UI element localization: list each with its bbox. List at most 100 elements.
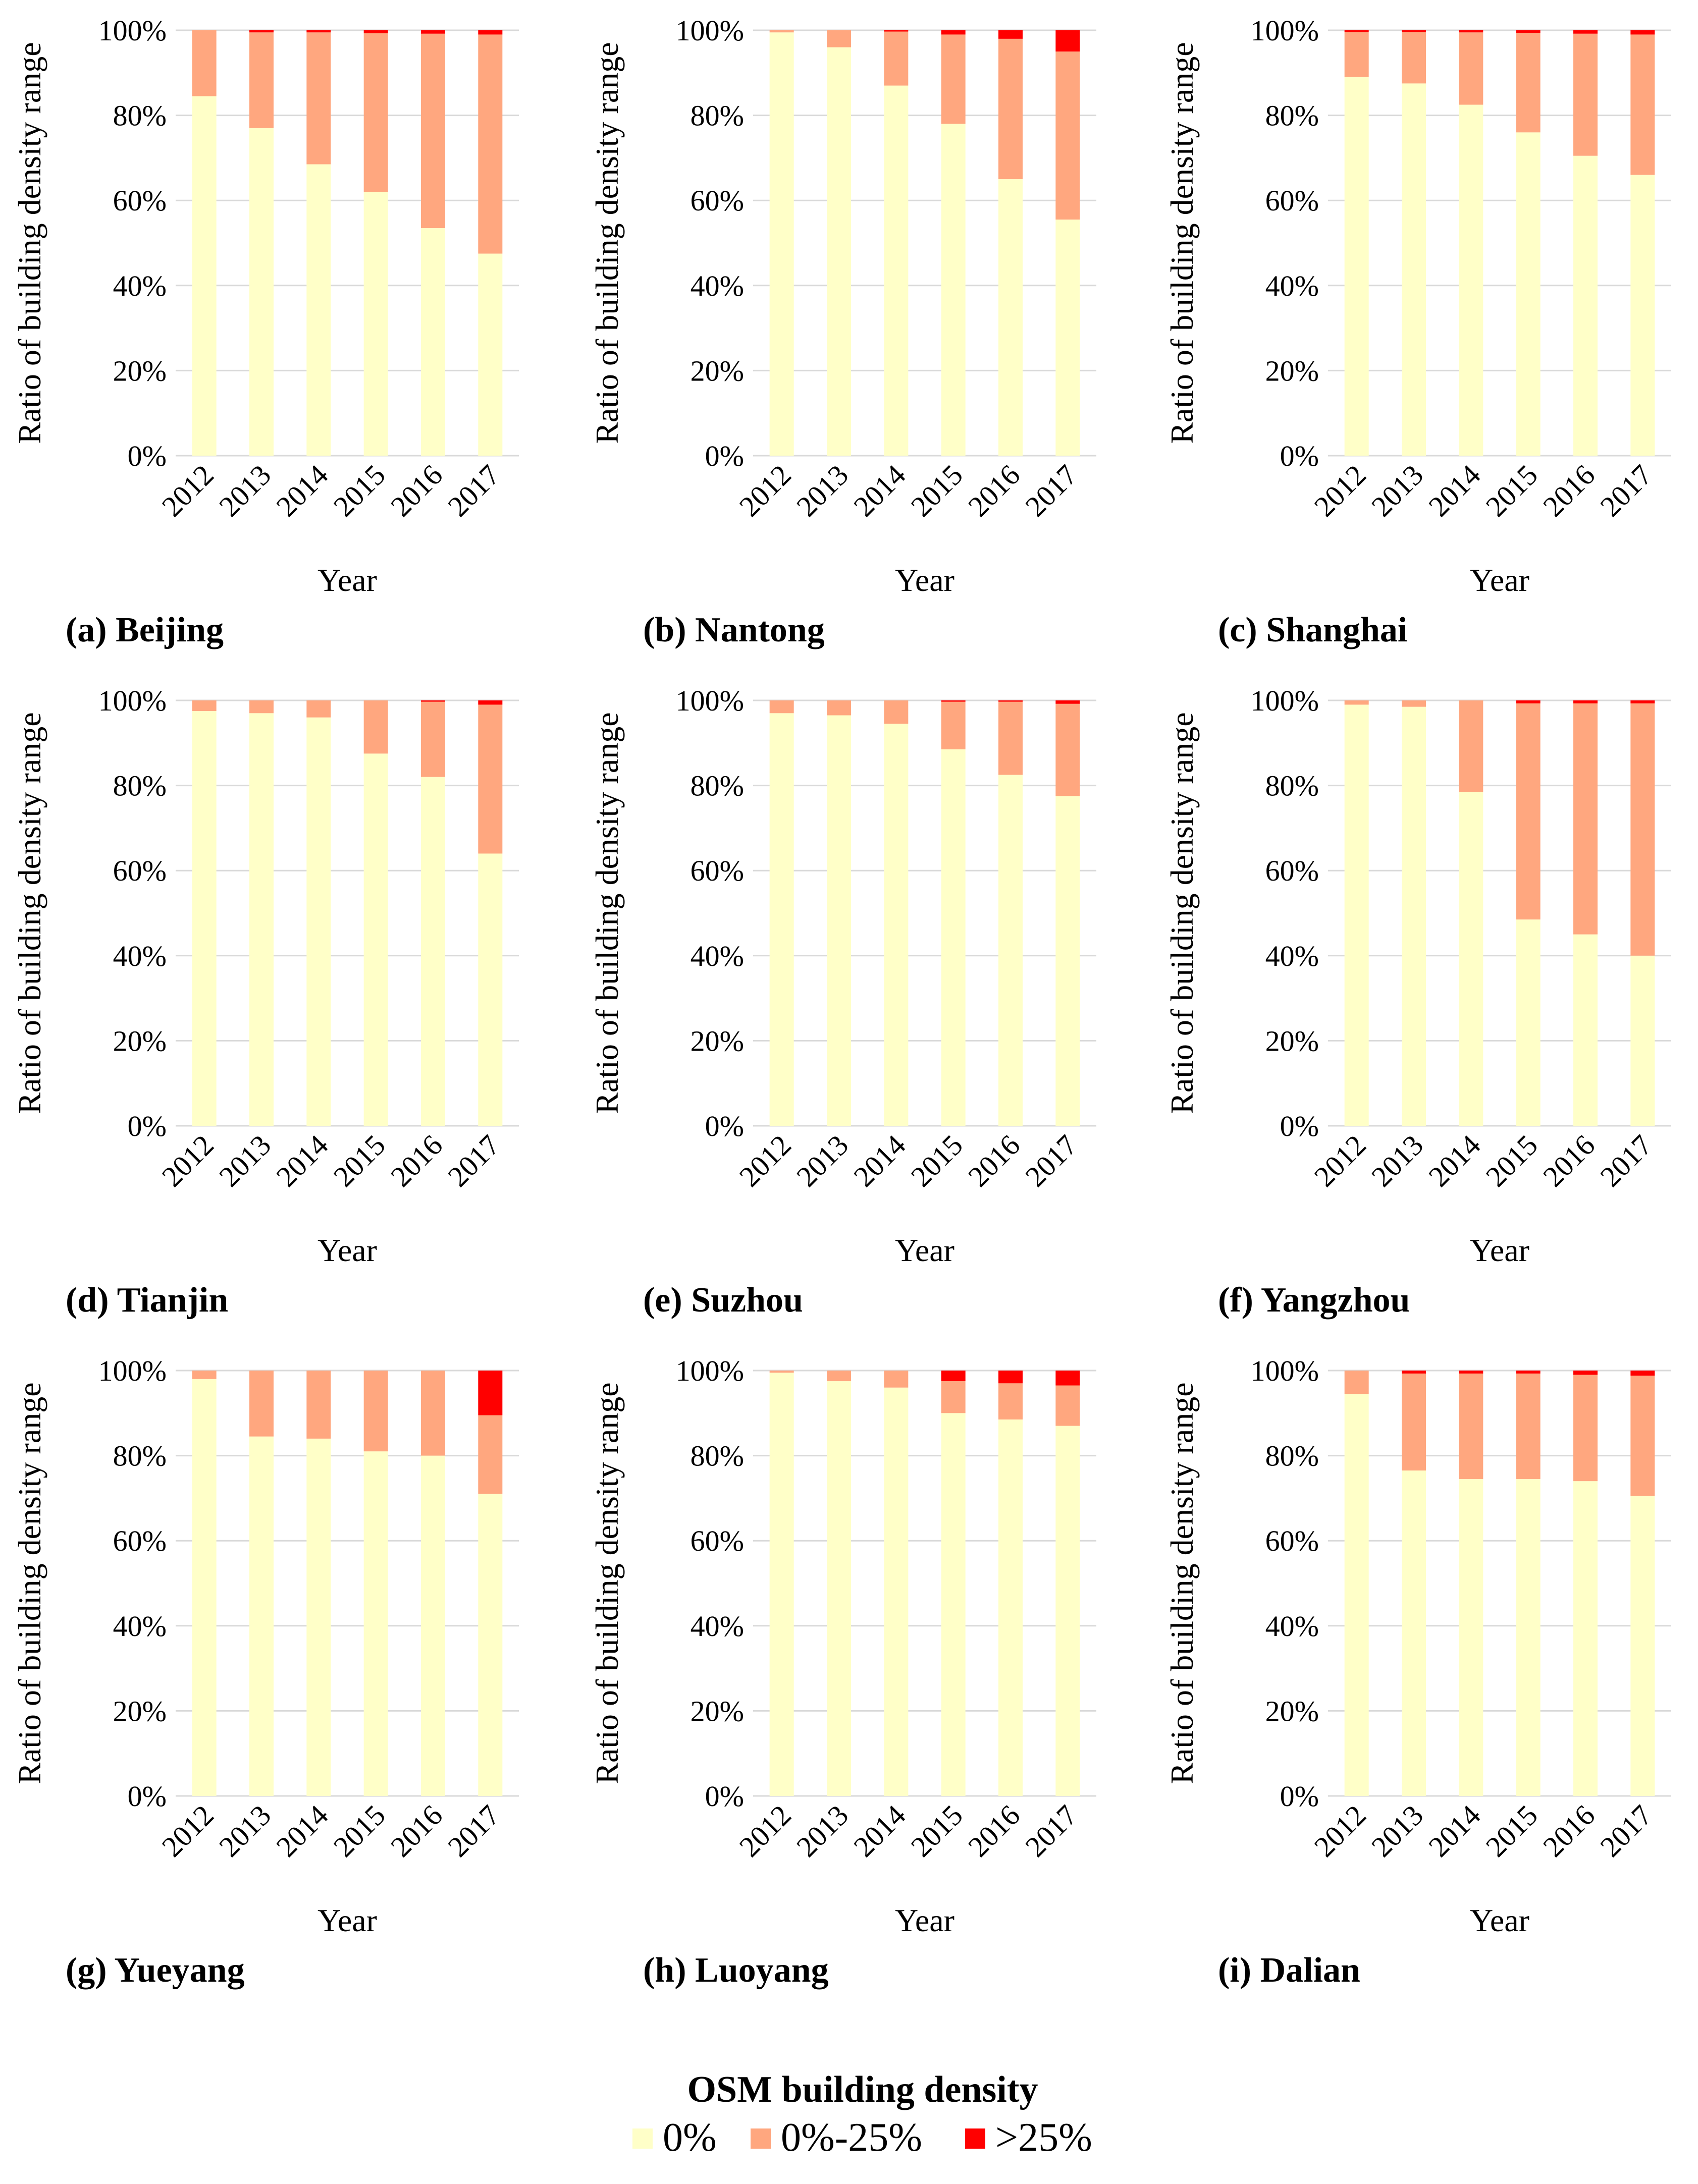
x-tick-label: 2015: [905, 1798, 969, 1863]
x-tick-label: 2016: [384, 458, 449, 523]
y-axis-title: Ratio of building density range: [12, 712, 47, 1114]
bar-segment-zero: [478, 1494, 503, 1796]
y-tick-label: 40%: [1265, 1610, 1319, 1643]
bar-segment-high: [1630, 1371, 1655, 1376]
bar-segment-zero: [1402, 83, 1426, 456]
y-tick-label: 40%: [113, 269, 167, 302]
legend-swatch-low: [751, 2128, 771, 2149]
bar-segment-zero: [769, 1373, 794, 1796]
bar-segment-zero: [827, 1381, 851, 1796]
chart-panel: 0%20%40%60%80%100%2012201320142015201620…: [589, 1354, 1096, 1990]
bar-segment-zero: [1573, 1481, 1598, 1796]
y-tick-label: 60%: [1265, 1524, 1319, 1557]
bar-segment-high: [1344, 30, 1369, 32]
y-tick-label: 80%: [691, 770, 744, 802]
panel-caption: (c) Shanghai: [1218, 611, 1407, 649]
panel-caption: (a) Beijing: [66, 611, 224, 649]
bar-segment-low: [827, 30, 851, 47]
bar-segment-zero: [1055, 796, 1080, 1126]
y-tick-label: 20%: [1265, 354, 1319, 387]
bar-segment-zero: [1630, 955, 1655, 1126]
panel-caption: (b) Nantong: [643, 611, 825, 649]
y-tick-label: 60%: [691, 184, 744, 217]
y-tick-label: 20%: [113, 1024, 167, 1057]
y-tick-label: 40%: [113, 940, 167, 972]
bar-segment-zero: [941, 749, 966, 1126]
bar-segment-low: [1516, 1373, 1541, 1479]
bar-segment-high: [998, 30, 1023, 39]
bar-segment-high: [478, 1371, 503, 1415]
bar-segment-low: [478, 1415, 503, 1494]
x-axis-title: Year: [895, 1232, 954, 1268]
y-tick-label: 100%: [1251, 14, 1319, 47]
bar-segment-zero: [363, 1451, 388, 1796]
x-tick-label: 2014: [847, 458, 912, 523]
y-tick-label: 100%: [1251, 684, 1319, 717]
y-axis-title: Ratio of building density range: [1164, 712, 1200, 1114]
bar-segment-high: [998, 700, 1023, 702]
bar-segment-low: [1459, 1373, 1483, 1479]
y-tick-label: 100%: [98, 14, 167, 47]
y-tick-label: 100%: [98, 1354, 167, 1387]
bar-segment-low: [306, 1371, 331, 1439]
y-tick-label: 100%: [676, 14, 744, 47]
chart-panel: 0%20%40%60%80%100%2012201320142015201620…: [12, 14, 519, 649]
x-axis-title: Year: [1470, 1232, 1529, 1268]
bar-segment-zero: [1344, 77, 1369, 456]
bar-segment-low: [249, 1371, 274, 1437]
y-axis-title: Ratio of building density range: [12, 42, 47, 444]
panel-caption: (e) Suzhou: [643, 1281, 803, 1320]
x-tick-label: 2015: [1479, 458, 1544, 523]
bar-segment-low: [769, 700, 794, 714]
bar-segment-low: [998, 1383, 1023, 1419]
bar-segment-low: [306, 700, 331, 718]
bar-segment-zero: [1516, 1479, 1541, 1796]
bar-segment-low: [998, 38, 1023, 180]
legend: OSM building density 0% 0%-25% >25%: [632, 2069, 1092, 2160]
y-tick-label: 100%: [676, 1354, 744, 1387]
x-tick-label: 2013: [213, 458, 277, 523]
bar-segment-low: [769, 1371, 794, 1373]
y-tick-label: 20%: [691, 1695, 744, 1727]
x-tick-label: 2015: [1479, 1128, 1544, 1193]
bar-segment-high: [998, 1371, 1023, 1384]
bar-segment-zero: [478, 253, 503, 456]
bar-segment-low: [249, 32, 274, 128]
x-axis-title: Year: [317, 562, 377, 598]
bar-segment-zero: [1573, 155, 1598, 456]
x-tick-label: 2013: [790, 1128, 855, 1193]
bar-segment-high: [1573, 30, 1598, 34]
bar-segment-high: [306, 30, 331, 33]
y-tick-label: 40%: [113, 1610, 167, 1643]
bar-segment-high: [1516, 1371, 1541, 1374]
y-tick-label: 80%: [691, 1440, 744, 1472]
bar-segment-zero: [306, 164, 331, 456]
bar-segment-zero: [421, 228, 445, 456]
bar-segment-zero: [1459, 104, 1483, 456]
bar-segment-low: [1055, 1385, 1080, 1426]
bar-segment-zero: [478, 853, 503, 1126]
bar-segment-zero: [249, 1436, 274, 1796]
bar-segment-low: [941, 34, 966, 124]
bar-segment-low: [1402, 1373, 1426, 1471]
bar-segment-low: [998, 701, 1023, 775]
x-tick-label: 2015: [905, 458, 969, 523]
bar-segment-high: [478, 30, 503, 35]
legend-swatch-zero: [632, 2128, 653, 2149]
y-tick-label: 60%: [1265, 184, 1319, 217]
chart-panel: 0%20%40%60%80%100%2012201320142015201620…: [1164, 1354, 1671, 1990]
bar-segment-low: [421, 1371, 445, 1456]
bar-segment-zero: [421, 777, 445, 1126]
bar-segment-low: [363, 700, 388, 754]
bar-segment-low: [884, 31, 909, 86]
chart-panel: 0%20%40%60%80%100%2012201320142015201620…: [1164, 14, 1671, 649]
y-axis-title: Ratio of building density range: [1164, 1382, 1200, 1784]
bar-segment-zero: [192, 96, 217, 456]
bar-segment-high: [941, 30, 966, 35]
bar-segment-low: [1055, 703, 1080, 796]
x-tick-label: 2013: [1365, 458, 1429, 523]
bar-segment-high: [1630, 700, 1655, 703]
x-tick-label: 2017: [442, 1128, 506, 1193]
y-tick-label: 20%: [113, 1695, 167, 1727]
panel-caption: (h) Luoyang: [643, 1951, 829, 1990]
